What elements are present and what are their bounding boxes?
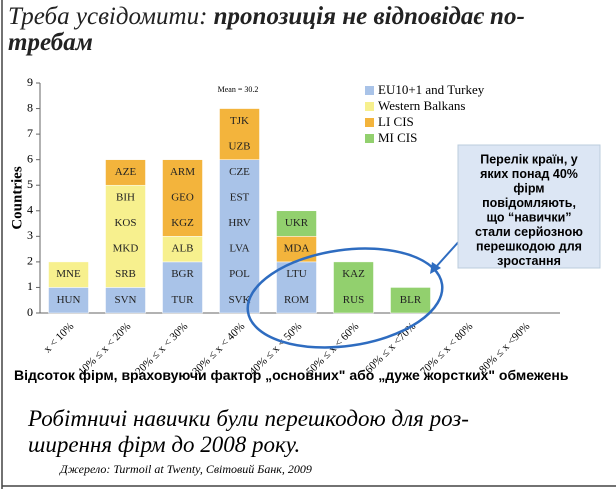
- country-label: TJK: [230, 115, 249, 127]
- callout-text: стали серйозною: [475, 225, 583, 239]
- country-label: BIH: [116, 192, 135, 204]
- legend-swatch: [365, 86, 374, 95]
- title-bold: требам: [8, 29, 93, 56]
- bar-segment: [105, 184, 146, 288]
- legend-label: MI CIS: [378, 130, 417, 145]
- country-label: HUN: [57, 294, 81, 306]
- legend-label: LI CIS: [378, 114, 414, 129]
- bar-segment: [162, 261, 203, 314]
- legend-swatch: [365, 102, 374, 111]
- country-label: UKR: [285, 217, 309, 229]
- bar-segment: [105, 287, 146, 314]
- callout-text: яких понад 40%: [480, 167, 578, 181]
- bar-segment: [48, 261, 89, 288]
- bar-segment: [162, 159, 203, 237]
- x-axis-title: Відсоток фірм, враховуючи фактор „основн…: [14, 367, 569, 383]
- footer-line: ширення фірм до 2008 року.: [28, 432, 301, 457]
- y-tick-label: 4: [27, 203, 33, 217]
- legend-swatch: [365, 134, 374, 143]
- country-label: MKD: [113, 243, 139, 255]
- country-label: POL: [229, 268, 250, 280]
- legend-label: Western Balkans: [378, 98, 465, 113]
- callout-box: [457, 144, 601, 269]
- country-label: HRV: [228, 217, 250, 229]
- arrow-head: [430, 262, 441, 274]
- callout-text: зростання: [497, 254, 561, 268]
- country-label: LVA: [229, 243, 249, 255]
- y-tick-label: 9: [27, 75, 33, 89]
- bar-segment: [105, 159, 146, 186]
- footer: Робітничі навички були перешкодою для ро…: [28, 406, 469, 458]
- bar-segment: [333, 261, 374, 314]
- callout-text: що “навички”: [486, 210, 571, 224]
- country-label: AZE: [115, 166, 137, 178]
- legend-label: EU10+1 and Turkey: [378, 82, 485, 97]
- y-tick-label: 5: [27, 177, 33, 191]
- y-tick-label: 7: [27, 126, 33, 140]
- country-label: SRB: [115, 268, 136, 280]
- bar-segment: [276, 236, 317, 263]
- y-tick-label: 8: [27, 100, 33, 114]
- y-tick-label: 2: [27, 254, 33, 268]
- title-normal: Треба усвідомити:: [8, 3, 214, 30]
- country-label: ROM: [284, 294, 309, 306]
- country-label: BGR: [171, 268, 194, 280]
- country-label: GEO: [171, 192, 194, 204]
- bar-segment: [219, 159, 260, 314]
- country-label: BLR: [400, 294, 422, 306]
- bar-segment: [390, 287, 431, 314]
- y-tick-label: 3: [27, 228, 33, 242]
- bar-segment: [276, 261, 317, 314]
- country-label: KAZ: [342, 268, 365, 280]
- country-label: SVK: [228, 294, 250, 306]
- title-bold: пропозиція не відповідає по-: [213, 3, 525, 30]
- callout-text: перешкодою для: [476, 239, 582, 253]
- footer-line: Робітничі навички були перешкодою для ро…: [28, 406, 469, 431]
- country-label: MNE: [56, 268, 81, 280]
- source: Джерело: Turmoil at Twenty, Світовий Бан…: [60, 462, 312, 476]
- title: Треба усвідомити: пропозиція не відповід…: [8, 4, 525, 56]
- country-label: LTU: [286, 268, 306, 280]
- callout-text: Перелік країн, у: [480, 152, 578, 166]
- x-tick-label: x < 10%: [41, 320, 76, 355]
- country-label: EST: [230, 192, 250, 204]
- country-label: TUR: [172, 294, 195, 306]
- country-label: ARM: [170, 166, 195, 178]
- y-tick-label: 6: [27, 151, 33, 165]
- country-label: UZB: [229, 140, 251, 152]
- y-tick-label: 1: [27, 279, 33, 293]
- highlight-ellipse: [246, 247, 444, 349]
- bar-segment: [219, 108, 260, 160]
- country-label: KOS: [114, 217, 136, 229]
- country-label: KGZ: [171, 217, 194, 229]
- legend-swatch: [365, 118, 374, 127]
- country-label: CZE: [229, 166, 250, 178]
- callout-text: повідомляють,: [482, 196, 576, 210]
- annotation: Mean = 30.2: [218, 85, 259, 94]
- country-label: MDA: [284, 243, 310, 255]
- country-label: RUS: [343, 294, 364, 306]
- y-tick-label: 0: [27, 305, 33, 319]
- country-label: SVN: [114, 294, 136, 306]
- callout-text: фірм: [513, 181, 544, 195]
- country-label: ALB: [172, 243, 194, 255]
- bar-segment: [276, 210, 317, 237]
- y-axis-title: Countries: [9, 166, 25, 229]
- bar-segment: [48, 287, 89, 314]
